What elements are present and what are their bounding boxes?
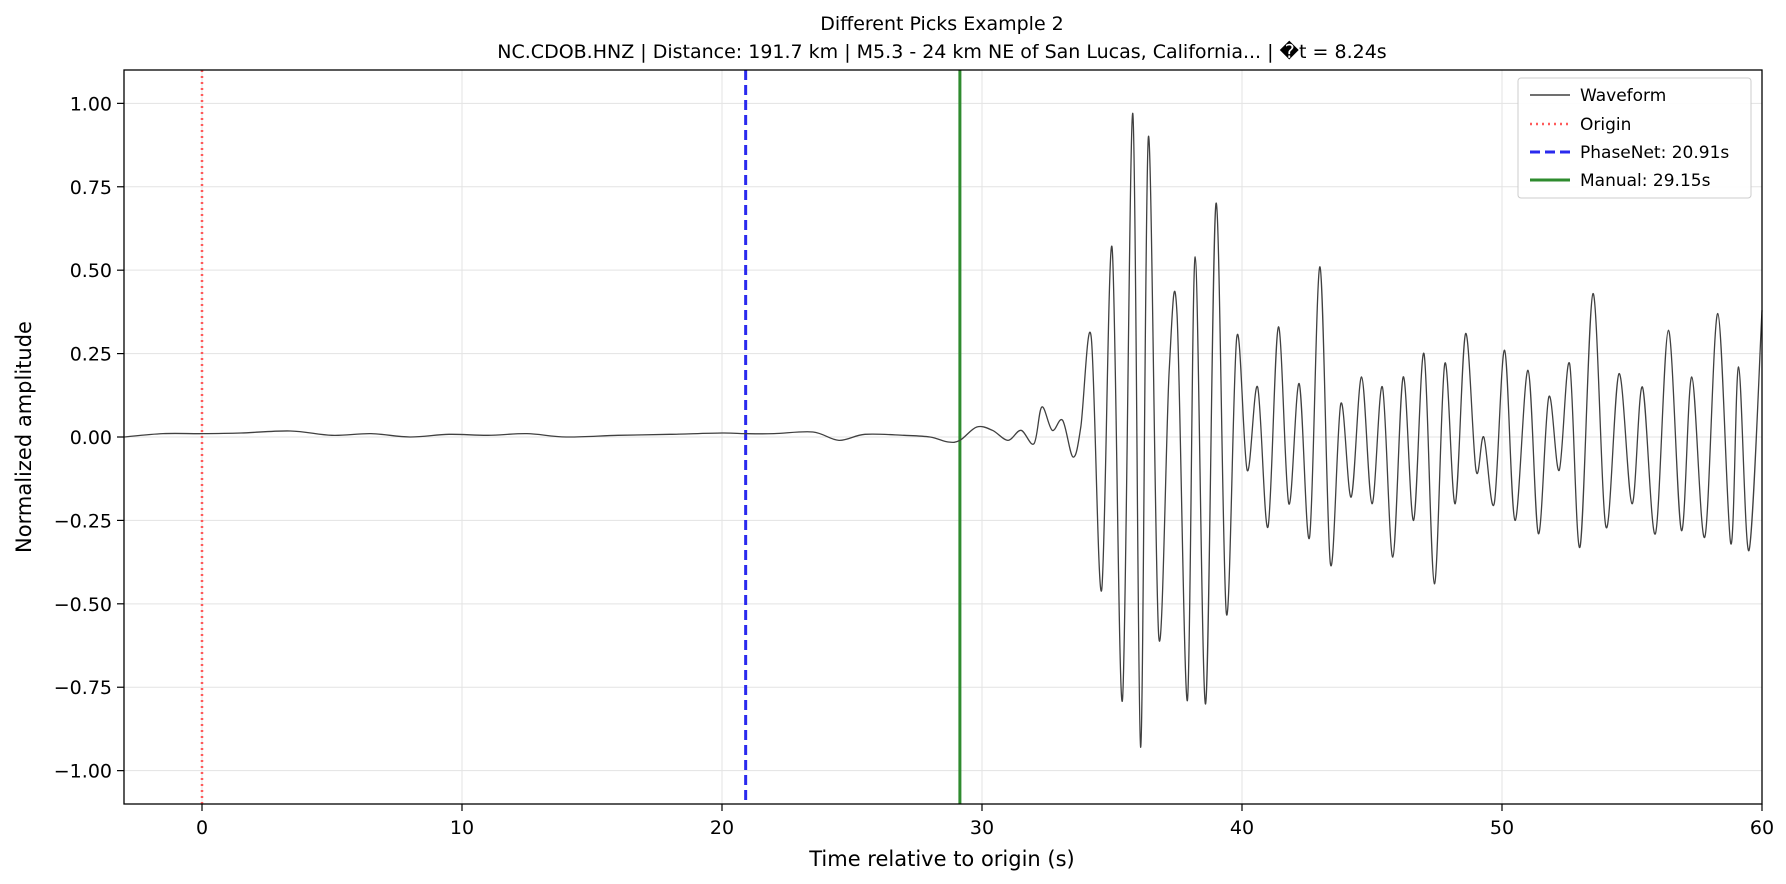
legend-label-manual: Manual: 29.15s [1580,171,1711,191]
series-lines [123,112,1763,748]
x-tick-label: 40 [1230,817,1254,839]
grid-lines [124,70,1763,804]
chart-subtitle: NC.CDOB.HNZ | Distance: 191.7 km | M5.3 … [497,40,1386,63]
y-tick-label: 0.50 [70,260,112,282]
pick-markers [200,70,962,804]
legend-label-origin: Origin [1580,115,1631,135]
legend-label-phasenet: PhaseNet: 20.91s [1580,143,1729,163]
y-tick-label: −1.00 [54,761,112,783]
x-tick-label: 30 [970,817,994,839]
y-tick-label: −0.25 [54,510,112,532]
x-axis-ticks: 0 10 20 30 40 50 60 [196,804,1774,839]
x-tick-label: 10 [450,817,474,839]
legend-label-waveform: Waveform [1580,86,1666,106]
x-tick-label: 0 [196,817,208,839]
y-tick-label: −0.75 [54,677,112,699]
series-line-waveform [123,112,1763,748]
legend-box [1517,77,1752,199]
y-axis-ticks: 1.00 0.75 0.50 0.25 0.00 −0.25 −0.50 −0.75 −1.00 [54,93,124,783]
y-tick-label: 0.75 [70,177,112,199]
x-axis-label: Time relative to origin (s) [808,847,1075,871]
legend: Waveform Origin PhaseNet: 20.91s Manual:… [1517,77,1752,199]
x-tick-label: 20 [710,817,734,839]
y-tick-label: 0.00 [70,427,112,449]
y-axis-label: Normalized amplitude [12,321,36,553]
y-tick-label: −0.50 [54,594,112,616]
y-tick-label: 0.25 [70,344,112,366]
x-tick-label: 60 [1750,817,1774,839]
x-tick-label: 50 [1490,817,1514,839]
chart-title: Different Picks Example 2 [820,13,1064,35]
y-tick-label: 1.00 [70,93,112,115]
